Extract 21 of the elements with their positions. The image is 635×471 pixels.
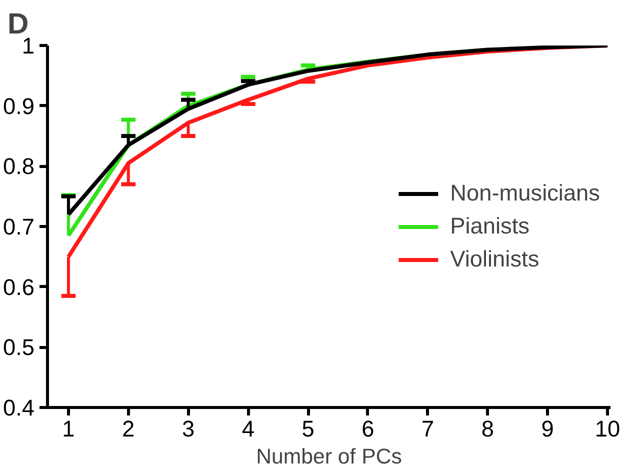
legend-label: Pianists [450, 212, 530, 240]
x-tick-label: 10 [594, 416, 620, 442]
y-tick-label: 0.9 [3, 92, 35, 119]
y-tick-label: 0.8 [3, 153, 35, 180]
x-tick-label: 6 [362, 416, 374, 442]
x-tick-label: 5 [302, 416, 314, 442]
legend-label: Non-musicians [450, 180, 600, 206]
y-tick-label: 0.6 [3, 274, 35, 300]
x-tick-label: 3 [182, 416, 195, 442]
x-tick-label: 7 [422, 416, 434, 442]
y-tick-label: 0.7 [3, 214, 35, 240]
x-tick-label: 8 [481, 416, 494, 442]
legend-label: Violinists [450, 246, 540, 272]
x-tick-label: 1 [62, 416, 75, 442]
y-tick-label: 0.4 [3, 394, 35, 420]
x-axis-title: Number of PCs [256, 444, 402, 468]
x-tick-label: 4 [242, 416, 254, 442]
x-tick-label: 2 [122, 416, 135, 442]
y-tick-label: 0.5 [3, 334, 35, 360]
x-tick-label: 9 [541, 416, 554, 442]
y-tick-label: 1 [22, 32, 35, 58]
